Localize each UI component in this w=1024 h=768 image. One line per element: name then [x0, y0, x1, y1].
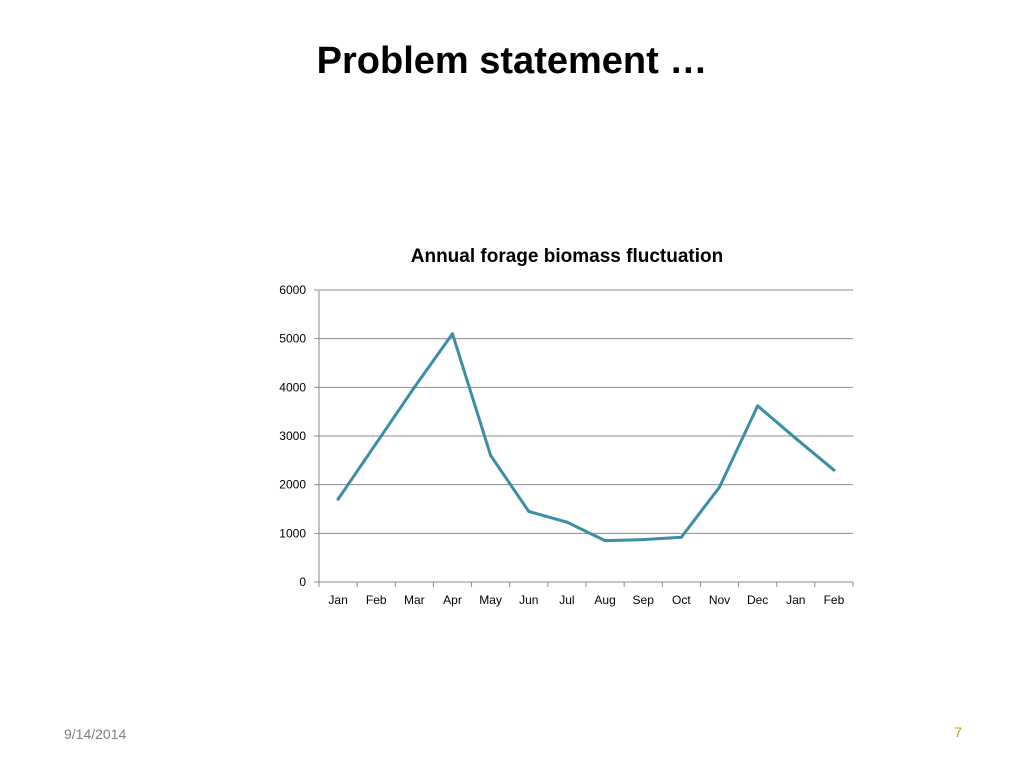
x-tick-label: Nov [709, 593, 730, 607]
x-tick-label: Aug [594, 593, 615, 607]
x-tick-label: Feb [824, 593, 845, 607]
x-tick-label: Jul [559, 593, 574, 607]
data-point [756, 404, 760, 408]
tick-labels: 0 1000 2000 3000 4000 5000 6000 Jan Feb Mar Apr May… [279, 283, 844, 607]
chart-title: Annual forage biomass fluctuation [411, 246, 723, 267]
data-point [603, 539, 607, 543]
x-tick-label: Jan [786, 593, 805, 607]
x-tick-label: Sep [633, 593, 655, 607]
data-point [679, 535, 683, 539]
series-layer [336, 332, 836, 543]
slide-title: Problem statement … [316, 40, 708, 82]
x-tick-label: Oct [672, 593, 691, 607]
y-tick-label: 2000 [279, 478, 306, 492]
y-tick-label: 1000 [279, 526, 306, 540]
series-line [336, 332, 836, 543]
data-point [451, 332, 454, 336]
x-tick-label: Jun [519, 593, 538, 607]
data-point [374, 441, 378, 445]
y-tick-label: 4000 [279, 380, 306, 394]
data-point [412, 385, 416, 389]
data-point [832, 468, 836, 472]
data-point [489, 453, 493, 457]
y-tick-label: 5000 [279, 332, 306, 346]
axes [314, 289, 854, 587]
y-tick-label: 3000 [279, 429, 306, 443]
x-tick-label: Feb [366, 593, 387, 607]
x-tick-label: Jan [328, 593, 347, 607]
x-tick-label: Dec [747, 593, 768, 607]
footer-date: 9/14/2014 [64, 726, 127, 742]
data-point [565, 520, 569, 524]
y-tick-label: 0 [299, 575, 306, 589]
data-point [527, 509, 531, 513]
data-point [718, 485, 721, 489]
data-point [794, 436, 798, 440]
page-number: 7 [954, 724, 962, 740]
data-point [336, 497, 340, 501]
x-tick-label: Mar [404, 593, 425, 607]
x-tick-label: Apr [443, 593, 462, 607]
data-point [641, 538, 645, 542]
y-tick-label: 6000 [279, 283, 306, 297]
x-tick-label: May [479, 593, 502, 607]
gridlines [319, 289, 853, 534]
